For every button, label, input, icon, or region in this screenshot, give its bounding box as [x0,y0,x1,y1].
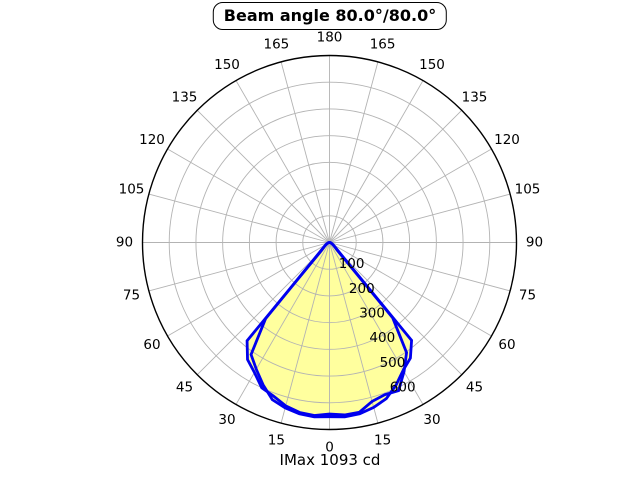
beam-fill-2 [251,242,412,417]
grid-spoke-15deg [329,242,379,424]
polar-grid [142,55,517,430]
imax-caption: IMax 1093 cd [279,451,381,469]
angular-tick-label-left-15: 15 [268,433,285,449]
radial-tick-label-600: 600 [390,380,416,396]
radial-tick-labels: 100 200 300 400 500 600 [339,256,416,395]
angular-tick-label-left-90: 90 [116,235,133,251]
angular-tick-label-right-90: 90 [526,235,543,251]
angular-tick-label-right-105: 105 [515,181,541,197]
beam-curves [245,241,414,419]
angular-tick-labels: 0 15 15 30 30 45 45 60 60 75 75 90 90 105 105 120 120 135… [116,30,543,456]
beam-curve-2 [249,241,414,419]
angular-tick-label-right-150: 150 [419,57,445,73]
chart-title-box: Beam angle 80.0°/80.0° [212,2,448,30]
grid-spoke-330deg [235,242,330,405]
grid-spoke-75deg [329,242,511,292]
outer-axis-circle [141,54,518,431]
grid-spoke-240deg [167,148,330,243]
angular-tick-label-right-30: 30 [423,412,440,428]
angular-tick-label-right-15: 15 [374,433,391,449]
grid-spoke-210deg [235,80,330,243]
angular-tick-label-left-75: 75 [123,288,140,304]
angular-tick-label-left-120: 120 [139,132,165,148]
angular-tick-label-left-30: 30 [218,412,235,428]
grid-spoke-300deg [167,242,330,337]
angular-tick-label-right-180: 180 [317,30,343,46]
angular-tick-label-right-135: 135 [462,90,488,106]
grid-spoke-30deg [329,242,424,405]
grid-spoke-60deg [329,242,492,337]
radial-tick-label-200: 200 [349,281,375,297]
grid-spoke-45deg [329,242,463,376]
angular-tick-label-left-135: 135 [172,90,198,106]
grid-spoke-165deg [329,61,379,243]
angular-tick-label-left-165: 165 [264,37,290,53]
beam-fill-group [247,242,412,417]
angular-tick-label-left-105: 105 [119,181,145,197]
angular-tick-label-left-45: 45 [176,380,193,396]
angular-tick-label-right-120: 120 [494,132,520,148]
angular-tick-label-left-150: 150 [214,57,240,73]
radial-tick-label-400: 400 [369,330,395,346]
angular-tick-label-right-0: 0 [325,440,334,456]
grid-spoke-120deg [329,148,492,243]
grid-spoke-135deg [329,109,463,243]
chart-title: Beam angle 80.0°/80.0° [223,6,437,25]
grid-spoke-345deg [280,242,330,424]
angular-tick-label-right-45: 45 [466,380,483,396]
radial-tick-label-100: 100 [339,256,365,272]
angular-tick-label-right-60: 60 [498,337,515,353]
grid-spoke-195deg [280,61,330,243]
radial-tick-label-500: 500 [380,355,406,371]
grid-spoke-105deg [329,193,511,243]
angular-tick-label-right-165: 165 [370,37,396,53]
angular-tick-label-right-75: 75 [519,288,536,304]
angular-tick-label-left-60: 60 [143,337,160,353]
grid-spoke-285deg [148,242,330,292]
radial-tick-label-300: 300 [359,306,385,322]
grid-spoke-315deg [196,242,330,376]
grid-spoke-150deg [329,80,424,243]
grid-spoke-255deg [148,193,330,243]
grid-spoke-225deg [196,109,330,243]
